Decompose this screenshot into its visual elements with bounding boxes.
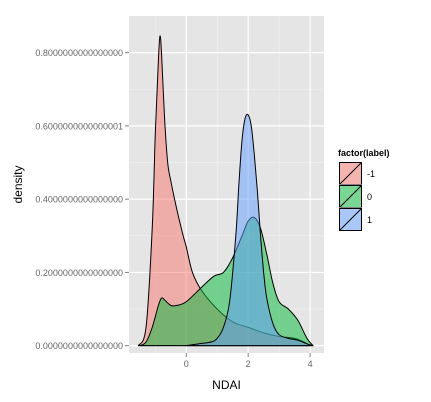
density-areas (137, 35, 314, 347)
legend-title: factor(label) (338, 148, 390, 158)
legend-key-slash (339, 208, 362, 231)
y-tick-label: 0.6000000000000001 (35, 121, 123, 131)
legend-label: -1 (367, 169, 375, 179)
x-axis-ticks: 0 2 4 (184, 353, 313, 369)
x-tick-label: 0 (184, 359, 189, 369)
legend-label: 1 (367, 215, 372, 225)
legend-key-slash (339, 185, 362, 208)
y-tick-label: 0.2000000000000000 (35, 268, 123, 278)
x-axis-label: NDAI (212, 378, 241, 392)
legend-item-0: 0 (338, 184, 372, 209)
y-axis-label: density (11, 165, 25, 203)
legend-item-1: 1 (338, 207, 372, 232)
y-tick-label: 0.4000000000000000 (35, 195, 123, 205)
legend-item-neg1: -1 (338, 161, 375, 186)
y-tick-label: 0.0000000000000000 (35, 341, 123, 351)
y-tick-label: 0.8000000000000000 (35, 48, 123, 58)
x-tick-label: 2 (246, 359, 251, 369)
legend-label: 0 (367, 192, 372, 202)
density-area-1 (185, 113, 314, 347)
legend-key-slash (339, 162, 362, 185)
x-tick-label: 4 (308, 359, 313, 369)
y-axis-ticks: 0.0000000000000000 0.2000000000000000 0.40… (35, 48, 129, 351)
legend: factor(label) -1 0 1 (338, 148, 390, 232)
